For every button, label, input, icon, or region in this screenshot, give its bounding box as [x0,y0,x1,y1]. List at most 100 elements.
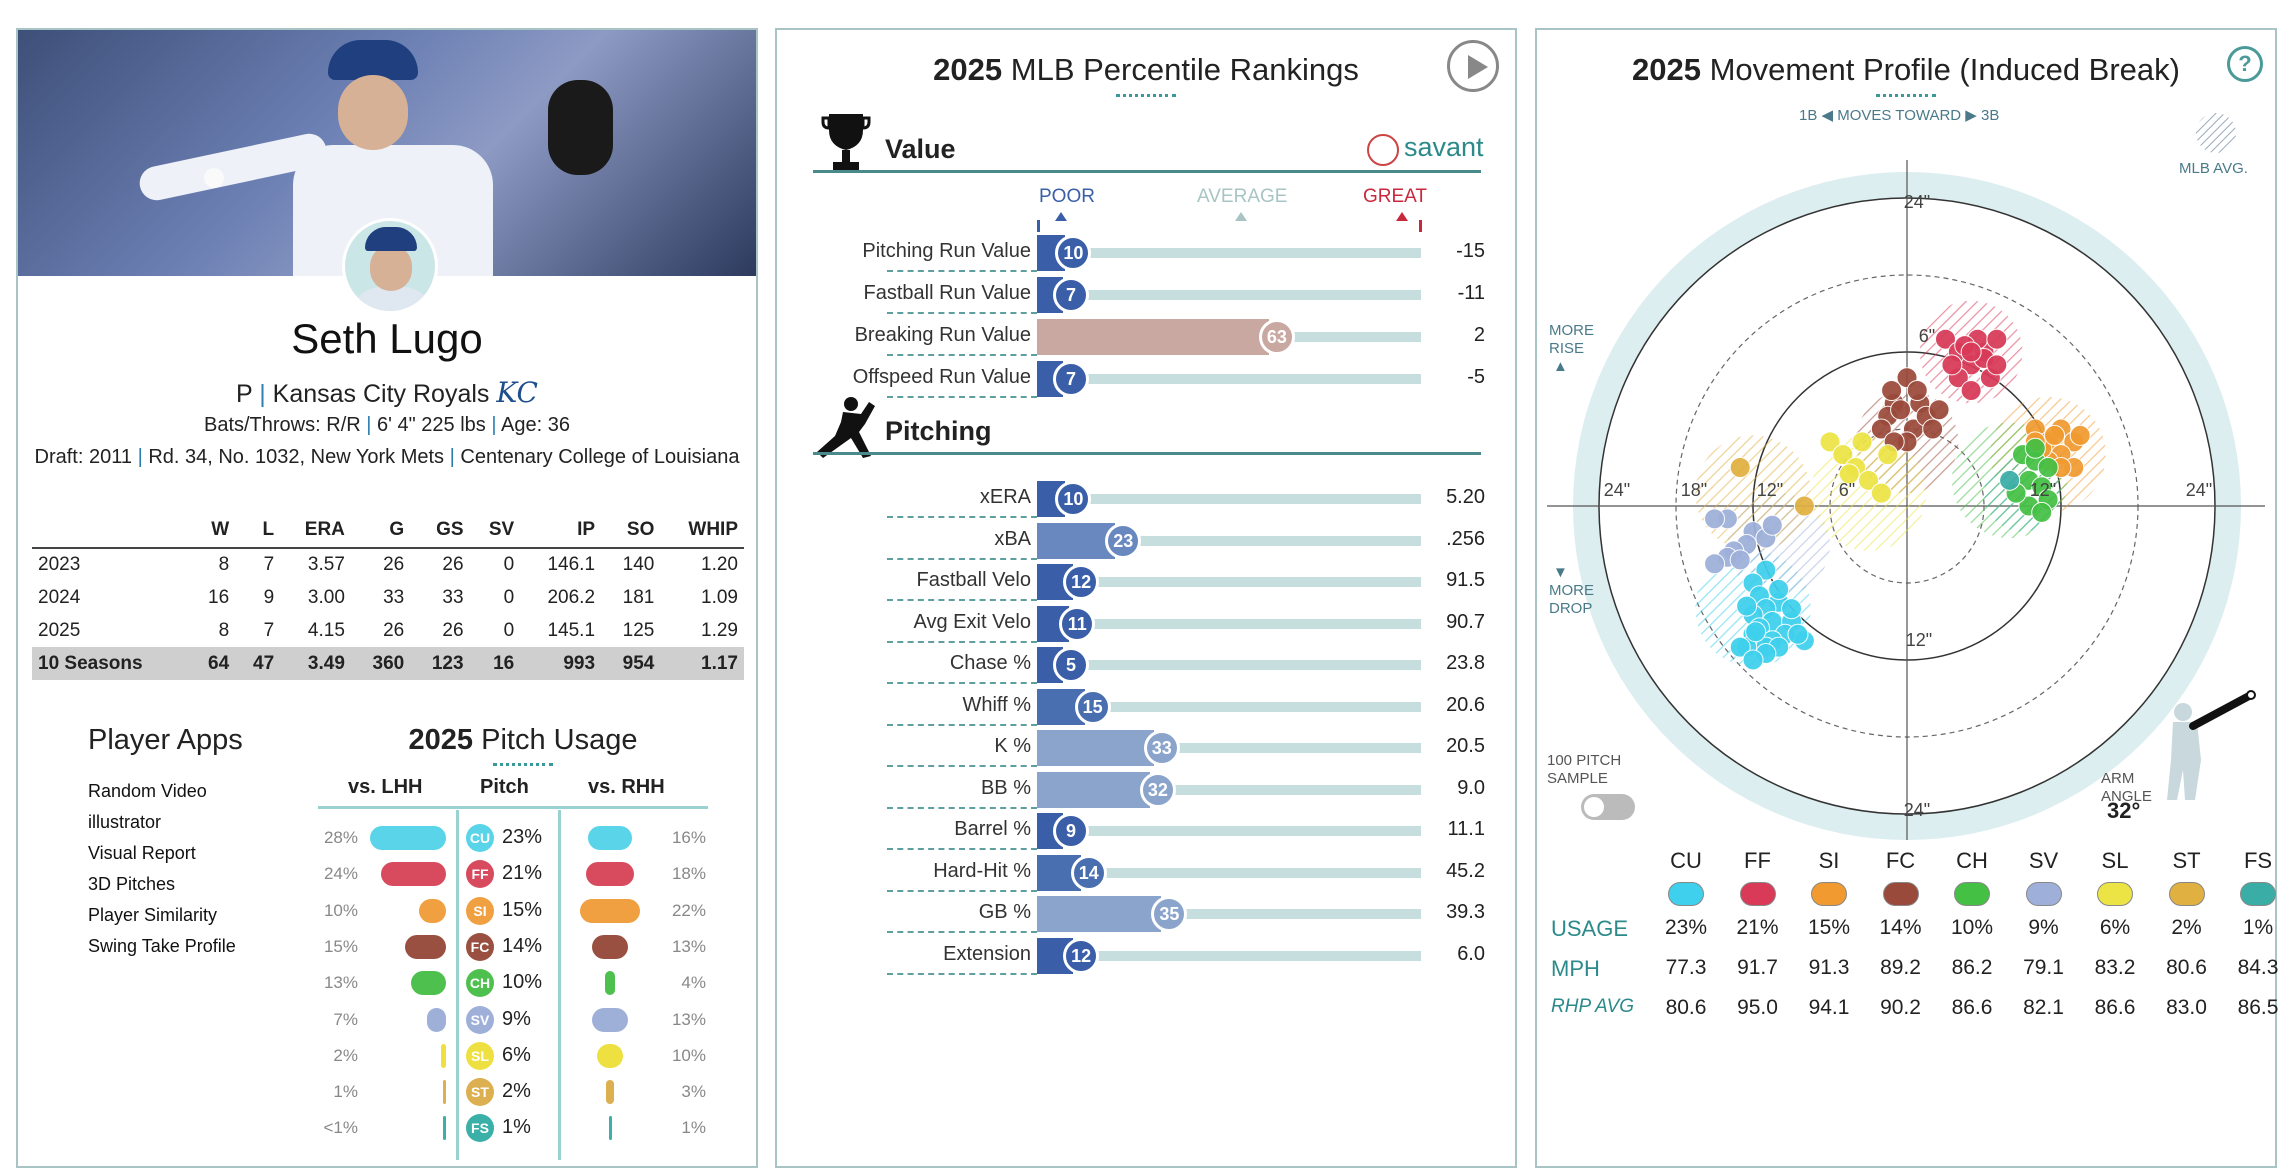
percentile-row[interactable]: Breaking Run Value 63 2 [777,316,1515,356]
col-rhh[interactable]: vs. RHH [588,776,665,798]
pitch-usage-row: 28% CU 23% 16% [318,820,718,856]
rhh-pct: 22% [671,900,706,920]
mlb-avg-legend-icon [2196,113,2236,153]
play-icon[interactable] [1447,40,1499,92]
pitcher-icon [817,397,875,458]
stats-cell: 0 [503,586,515,608]
app-link[interactable]: Player Similarity [88,905,218,925]
sample-toggle[interactable] [1581,794,1635,820]
mlb-avg-zone [1810,435,1927,551]
pitch-dot [1745,621,1767,643]
pitch-badge-icon[interactable]: ST [466,1078,494,1107]
pitch-dot [1729,636,1751,658]
percentile-title-text: MLB Percentile Rankings [1010,52,1359,87]
percentile-badge: 12 [1063,937,1100,974]
app-link[interactable]: 3D Pitches [88,874,176,894]
pitch-badge-icon[interactable]: SV [466,1005,494,1034]
pitch-badge-icon[interactable]: SI [466,896,494,925]
percentile-badge: 15 [1074,688,1111,725]
table-row: 2023 8 7 3.57 26 26 0 146.1 140 1.20 [32,548,744,581]
percentile-label: Barrel % [954,818,1031,840]
percentile-row[interactable]: Whiff % 15 20.6 [777,686,1515,726]
app-link[interactable]: Visual Report [88,843,196,863]
percentile-bar [1037,522,1116,559]
stats-cell: 16 [208,586,230,608]
percentile-value: -5 [1467,366,1485,388]
movement-chart: 24" 24" 24" 24" 18" 12" 12" 12" 6" 6" [1547,160,2265,840]
movement-panel: 2025 Movement Profile (Induced Break) ? … [1535,28,2278,1168]
percentile-row[interactable]: Pitching Run Value 10 -15 [777,232,1515,272]
percentile-badge: 33 [1143,730,1180,766]
percentile-row[interactable]: Barrel % 9 11.1 [777,810,1515,850]
stats-header[interactable]: ERA [280,508,351,549]
stats-header[interactable] [32,508,191,549]
lhh-bar [418,898,446,923]
percentile-value: 45.2 [1446,859,1485,882]
pitch-badge-icon[interactable]: CU [466,824,494,852]
stats-header[interactable]: WHIP [660,508,744,549]
percentile-row[interactable]: GB % 35 39.3 [777,893,1515,933]
draft-team[interactable]: New York Mets [310,446,445,468]
savant-brand[interactable]: savant [1404,132,1484,162]
stats-header[interactable]: GS [410,508,470,549]
stats-header[interactable]: L [235,508,281,549]
draft-year[interactable]: 2011 [88,446,132,468]
stats-cell: 4.15 [307,619,345,641]
pitch-mph: 77.3 [1665,956,1707,979]
stats-header[interactable]: SO [601,508,661,549]
stats-table: W L ERA G GS SV IP SO WHIP 2023 8 7 3.57 26 26 0 146.1 1… [32,508,744,680]
percentile-row[interactable]: Avg Exit Velo 11 90.7 [777,603,1515,643]
percentile-row[interactable]: BB % 32 9.0 [777,769,1515,809]
percentile-row[interactable]: xERA 10 5.20 [777,478,1515,518]
lhh-pct: 13% [323,973,358,993]
pitch-badge-icon[interactable]: FS [466,1114,494,1143]
col-lhh[interactable]: vs. LHH [348,776,423,798]
pitch-usage-row: 24% FF 21% 18% [318,856,718,892]
pitch-badge-icon[interactable]: CH [466,969,494,998]
percentile-track [1037,290,1421,300]
percentile-row[interactable]: Chase % 5 23.8 [777,644,1515,684]
app-link[interactable]: Swing Take Profile [88,936,236,956]
pitch-dot [1742,649,1764,671]
rhh-pct: 18% [671,864,706,884]
percentile-row[interactable]: Offspeed Run Value 7 -5 [777,358,1515,398]
pitch-color-swatch [1954,882,1990,906]
lhh-bar [370,826,446,850]
stats-cell: 9 [263,586,275,608]
percentile-badge: 12 [1063,564,1100,600]
stats-cell: 3.00 [307,586,345,608]
percentile-row[interactable]: K % 33 20.5 [777,727,1515,767]
rhh-bar [608,1116,612,1141]
col-pitch[interactable]: Pitch [480,776,529,798]
stats-header[interactable]: IP [520,508,602,549]
arm-angle-figure-icon [2167,690,2256,800]
percentile-row[interactable]: Fastball Velo 12 91.5 [777,561,1515,601]
stats-header[interactable]: W [190,508,236,549]
app-link[interactable]: illustrator [88,812,162,832]
percentile-label: Fastball Velo [916,569,1031,591]
pitch-dot [1906,380,1928,402]
table-row: 2024 16 9 3.00 33 33 0 206.2 181 1.09 [32,581,744,614]
percentile-bar [1037,730,1154,766]
pitch-badge-icon[interactable]: SL [466,1041,494,1070]
more-rise-label: MORE RISE ▲ [1549,322,1594,375]
pitch-dot [1881,380,1903,402]
help-icon[interactable]: ? [2227,46,2263,82]
percentile-row[interactable]: xBA 23 .256 [777,520,1515,560]
player-team[interactable]: Kansas City Royals [272,380,490,408]
stats-header[interactable]: SV [469,508,521,549]
pitch-badge-icon[interactable]: FC [466,932,494,961]
pitch-usage-row: 2% SL 6% 10% [318,1038,718,1074]
percentile-row[interactable]: Extension 12 6.0 [777,935,1515,975]
app-link[interactable]: Random Video [88,781,207,801]
stats-header[interactable]: G [350,508,411,549]
pitch-code: FF [1744,848,1771,873]
percentile-row[interactable]: Fastball Run Value 7 -11 [777,274,1515,314]
apps-list: Random Video illustrator Visual Report 3D P… [88,776,236,962]
pitch-mph: 84.3 [2237,956,2279,979]
percentile-label: Extension [943,942,1031,965]
trophy-icon [821,114,871,172]
percentile-badge: 14 [1070,854,1107,891]
pitch-badge-icon[interactable]: FF [466,860,494,889]
percentile-row[interactable]: Hard-Hit % 14 45.2 [777,852,1515,892]
